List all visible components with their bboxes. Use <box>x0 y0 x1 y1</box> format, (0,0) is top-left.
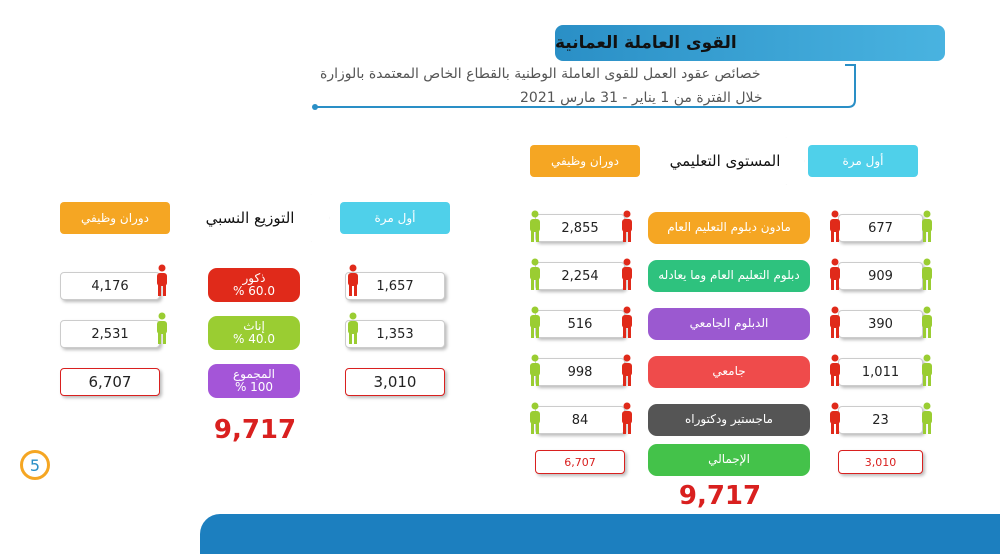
level-pill: ماجستير ودكتوراه <box>648 404 810 436</box>
level-pill: الدبلوم الجامعي <box>648 308 810 340</box>
person-icon <box>530 306 540 338</box>
person-icon <box>922 306 932 338</box>
person-icon <box>348 264 358 296</box>
turnover-value: 84 <box>535 406 625 434</box>
person-icon <box>830 258 840 290</box>
first-time-total: 3,010 <box>838 450 923 474</box>
turnover-total: 6,707 <box>535 450 625 474</box>
turnover-value: 2,855 <box>535 214 625 242</box>
grand-total: 9,717 <box>678 481 762 511</box>
subtitle-1: خصائص عقود العمل للقوى العاملة الوطنية ب… <box>320 66 761 82</box>
person-icon <box>830 402 840 434</box>
first-time-tab: أول مرة <box>340 202 450 234</box>
person-icon <box>830 306 840 338</box>
share: 40.0 % <box>233 332 275 346</box>
person-icon <box>530 402 540 434</box>
category-pill: ذكور 60.0 % <box>208 268 300 302</box>
title-bar: القوى العاملة العمانية <box>555 25 945 61</box>
person-icon <box>830 354 840 386</box>
person-icon <box>622 354 632 386</box>
person-icon <box>622 402 632 434</box>
person-icon <box>348 312 358 344</box>
person-icon <box>922 402 932 434</box>
person-icon <box>622 258 632 290</box>
person-icon <box>530 258 540 290</box>
category-pill: إناث 40.0 % <box>208 316 300 350</box>
first-time-tab: أول مرة <box>808 145 918 177</box>
first-time-value: 23 <box>838 406 923 434</box>
first-time-value: 1,353 <box>345 320 445 348</box>
level-pill: جامعي <box>648 356 810 388</box>
panel-title: التوزيع النسبي <box>170 194 330 242</box>
person-icon <box>622 306 632 338</box>
panel-title: المستوى التعليمي <box>645 137 805 185</box>
share: 100 % <box>234 380 274 394</box>
person-icon <box>157 312 167 344</box>
person-icon <box>530 210 540 242</box>
turnover-value: 998 <box>535 358 625 386</box>
label: إناث <box>243 318 265 333</box>
turnover-value: 2,531 <box>60 320 160 348</box>
first-time-value: 1,011 <box>838 358 923 386</box>
turnover-value: 6,707 <box>60 368 160 396</box>
level-pill: دبلوم التعليم العام وما يعادله <box>648 260 810 292</box>
label: المجموع <box>233 366 275 381</box>
subtitle-2: خلال الفترة من 1 يناير - 31 مارس 2021 <box>520 90 763 106</box>
first-time-value: 390 <box>838 310 923 338</box>
category-pill: المجموع 100 % <box>208 364 300 398</box>
person-icon <box>622 210 632 242</box>
person-icon <box>530 354 540 386</box>
turnover-tab: دوران وظيفي <box>530 145 640 177</box>
person-icon <box>157 264 167 296</box>
person-icon <box>922 258 932 290</box>
first-time-value: 909 <box>838 262 923 290</box>
bottom-band <box>200 514 1000 554</box>
page-number: 5 <box>20 450 50 480</box>
person-icon <box>922 354 932 386</box>
first-time-value: 677 <box>838 214 923 242</box>
share: 60.0 % <box>233 284 275 298</box>
label: ذكور <box>242 270 266 285</box>
turnover-value: 4,176 <box>60 272 160 300</box>
bracket <box>312 64 856 110</box>
turnover-tab: دوران وظيفي <box>60 202 170 234</box>
turnover-value: 2,254 <box>535 262 625 290</box>
person-icon <box>830 210 840 242</box>
total-pill: الإجمالي <box>648 444 810 476</box>
first-time-value: 3,010 <box>345 368 445 396</box>
level-pill: مادون دبلوم التعليم العام <box>648 212 810 244</box>
first-time-value: 1,657 <box>345 272 445 300</box>
grand-total: 9,717 <box>213 415 297 445</box>
turnover-value: 516 <box>535 310 625 338</box>
person-icon <box>922 210 932 242</box>
title: القوى العاملة العمانية <box>555 33 737 53</box>
